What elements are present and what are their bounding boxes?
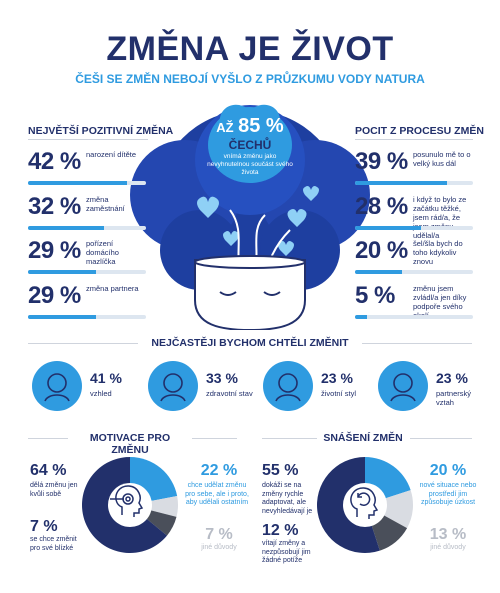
motivation-donut [82,457,178,553]
center-stat: AŽ 85 % [130,115,370,138]
mot-a-pct: 64 % [30,462,67,479]
middle-item-pct: 23 % [436,370,468,386]
right-item-label: posunulo mě to o velký kus dál [413,150,471,168]
left-item-bar [28,315,146,319]
left-item-pct: 42 % [28,148,81,175]
right-heading: POCIT Z PROCESU ZMĚN [355,125,484,137]
middle-rule-right [362,343,472,344]
page-title: ZMĚNA JE ŽIVOT [106,30,394,68]
middle-item-pct: 23 % [321,370,353,386]
right-item-pct: 20 % [355,237,408,264]
face-icon [32,361,82,411]
left-item-bar-fill [28,315,97,319]
person-cheer-icon [263,361,313,411]
right-item-bar-fill [355,181,448,185]
mot-a-label: dělá změnu jen kvůli sobě [30,482,78,498]
right-item-bar-fill [355,315,367,319]
middle-item-label: vzhled [90,389,112,398]
right-item-bar [355,226,473,230]
right-item-bar [355,181,473,185]
mot-slice-d [130,496,178,517]
head-target-icon [110,485,144,517]
right-item-label: i když to bylo ze začátku těžké, jsem rá… [413,195,467,240]
left-item-pct: 29 % [28,282,81,309]
heart-hand-icon [148,361,198,411]
motivation-rule-left [28,438,68,439]
left-item-pct: 29 % [28,237,81,264]
left-heading: NEJVĚTŠÍ POZITIVNÍ ZMĚNA [28,125,174,137]
left-item-label: změna zaměstnání [86,195,125,213]
left-item-label: narození dítěte [86,150,137,159]
cop-d-label: jiné důvody [430,544,466,551]
right-item-bar [355,315,473,319]
left-item-bar-fill [28,270,97,274]
coping-heading: SNÁŠENÍ ZMĚN [323,432,403,444]
middle-item-pct: 41 % [90,370,122,386]
center-word: ČECHŮ [228,138,272,152]
mot-b-pct: 22 % [200,462,238,479]
left-item-bar-fill [28,226,104,230]
cop-slice-d [365,490,413,529]
cop-d-pct: 13 % [429,526,467,543]
right-item-pct: 39 % [355,148,408,175]
center-text: vnímá změnu jako nevyhnutelnou součást s… [207,153,293,176]
left-item-bar [28,181,146,185]
left-item-bar-fill [28,181,128,185]
couple-heart-icon [378,361,428,411]
left-item-label: pořízení domácího mazlíčka [86,239,119,266]
middle-item-label: partnerský vztah [436,389,472,407]
right-item-bar [355,270,473,274]
closed-eye-left [219,291,237,296]
motivation-rule-right [192,438,237,439]
floating-hearts [197,186,319,256]
cop-a-pct: 55 % [262,462,299,479]
motivation-heading: MOTIVACE PRO ZMĚNU [89,432,171,456]
left-item-pct: 32 % [28,193,81,220]
left-item-bar [28,226,146,230]
mot-d-pct: 7 % [205,526,233,543]
middle-item-label: životní styl [321,389,357,398]
mot-b-label: chce udělat změnu pro sebe, ale i proto,… [185,482,249,506]
left-rule [28,139,148,140]
mot-c-label: se chce změnit pro své blízké [30,536,77,552]
middle-heading: NEJČASTĚJI BYCHOM CHTĚLI ZMĚNIT [151,337,349,349]
center-prefix: AŽ [216,120,234,135]
coping-rule-left [262,438,317,439]
mot-d-label: jiné důvody [201,544,237,551]
right-rule [355,139,473,140]
coping-donut [317,457,413,553]
right-item-label: šel/šla bych do toho kdykoliv znovu [413,239,463,266]
cop-c-pct: 12 % [262,522,299,539]
head-outline [194,259,306,330]
middle-item-pct: 33 % [206,370,238,386]
closed-eye-right [263,291,281,296]
middle-rule-left [28,343,138,344]
middle-item-label: zdravotní stav [206,389,253,398]
page-subtitle: ČEŠI SE ZMĚN NEBOJÍ VYŠLO Z PRŮZKUMU VOD… [75,72,425,86]
right-item-bar-fill [355,226,422,230]
left-item-bar [28,270,146,274]
right-item-bar-fill [355,270,403,274]
right-item-pct: 28 % [355,193,408,220]
left-item-label: změna partnera [86,284,139,293]
coping-rule-right [410,438,472,439]
cop-b-pct: 20 % [429,462,467,479]
cop-a-label: dokáži se na změny rychle adaptovat, ale… [262,482,313,515]
head-cycle-icon [350,487,379,519]
right-item-pct: 5 % [355,282,395,309]
mot-c-pct: 7 % [30,518,58,535]
center-pct: 85 % [238,115,284,137]
cop-c-label: vítají změny a nezpůsobují jim žádné pot… [262,540,311,564]
cop-b-label: nové situace nebo prostředí jim způsobuj… [419,482,477,506]
